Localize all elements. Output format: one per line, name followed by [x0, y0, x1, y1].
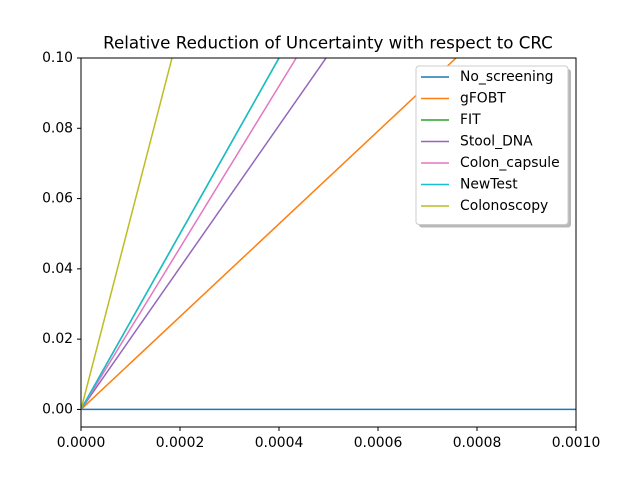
series-line [81, 58, 327, 410]
x-tick-label: 0.0004 [255, 435, 304, 451]
x-tick-label: 0.0010 [552, 435, 601, 451]
y-tick-label: 0.04 [42, 261, 73, 277]
y-tick-label: 0.10 [42, 50, 73, 66]
x-tick-label: 0.0002 [156, 435, 205, 451]
plot-lines [81, 58, 576, 411]
legend-label: No_screening [460, 69, 554, 85]
legend-label: FIT [460, 112, 481, 128]
y-tick-label: 0.00 [42, 401, 73, 417]
y-tick-label: 0.06 [42, 191, 73, 207]
series-line [81, 58, 298, 410]
y-tick-label: 0.08 [42, 120, 73, 136]
series-line [81, 58, 458, 410]
x-tick-label: 0.0006 [354, 435, 403, 451]
legend-label: Stool_DNA [460, 134, 533, 150]
x-tick-label: 0.0000 [57, 435, 106, 451]
legend-label: Colon_capsule [460, 155, 560, 171]
chart-title: Relative Reduction of Uncertainty with r… [103, 33, 553, 53]
legend-label: gFOBT [460, 91, 506, 107]
legend-label: NewTest [460, 177, 518, 193]
x-tick-label: 0.0008 [453, 435, 502, 451]
y-tick-label: 0.02 [42, 331, 73, 347]
legend-label: Colonoscopy [460, 198, 548, 214]
legend-box [415, 65, 569, 225]
axes-frame [80, 57, 577, 428]
series-line [81, 58, 173, 410]
series-line [81, 58, 280, 410]
